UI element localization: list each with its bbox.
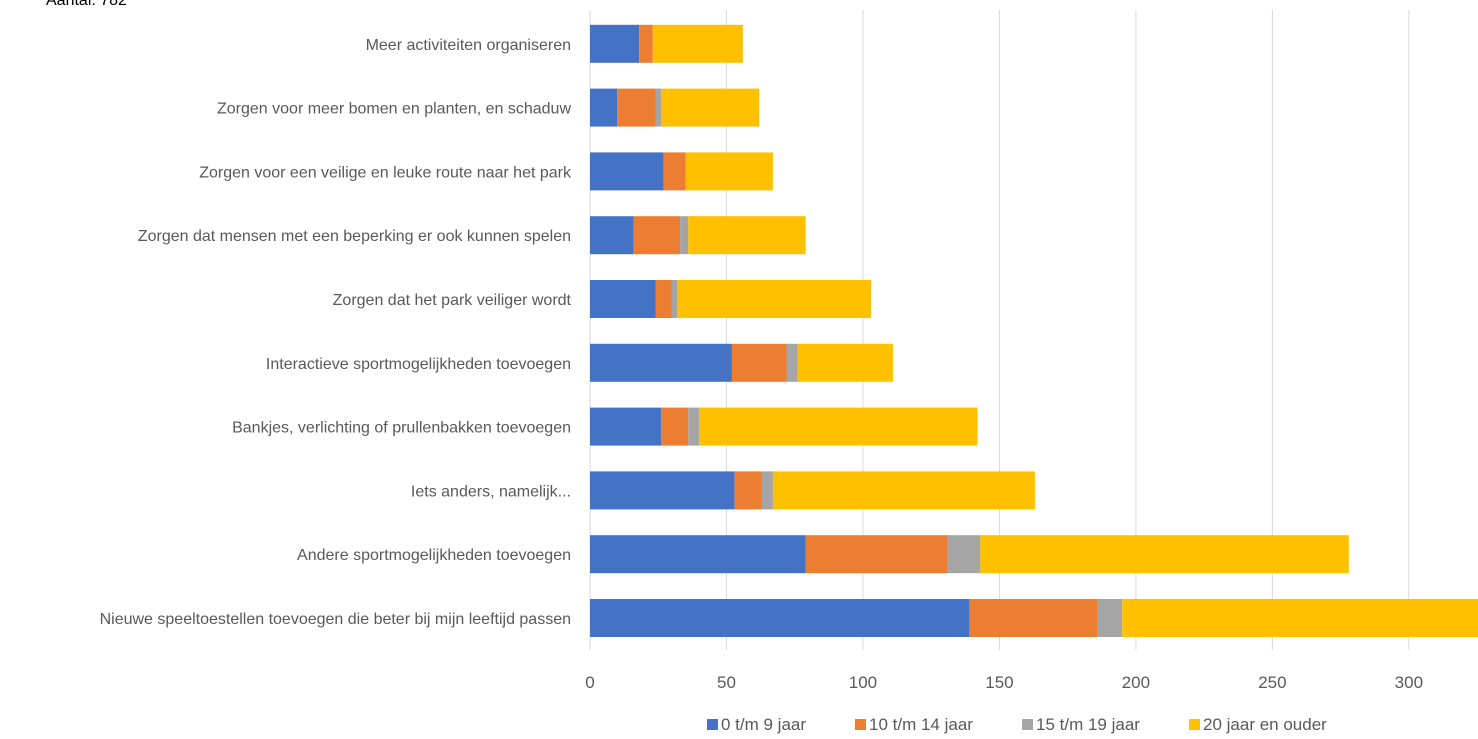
bar-segment xyxy=(805,535,948,574)
bar-segment xyxy=(969,599,1098,637)
bar-segment xyxy=(797,343,893,382)
bar-segment xyxy=(590,280,656,318)
bar-segment xyxy=(1097,599,1123,637)
bar-segment xyxy=(947,535,981,574)
x-tick-label: 250 xyxy=(1258,673,1286,692)
category-label: Zorgen dat het park veiliger wordt xyxy=(333,292,572,309)
legend-label: 10 t/m 14 jaar xyxy=(869,715,973,734)
x-tick-label: 300 xyxy=(1395,673,1423,692)
bar-segment xyxy=(590,216,634,255)
bar-segment xyxy=(786,343,798,382)
bar-segment xyxy=(1122,599,1478,637)
bar-segment xyxy=(590,599,970,637)
bar-segment xyxy=(590,24,640,63)
x-tick-label: 0 xyxy=(585,673,594,692)
bar-segment xyxy=(980,535,1349,574)
category-label: Interactieve sportmogelijkheden toevoege… xyxy=(266,356,571,373)
bar-segment xyxy=(590,471,735,510)
bar-segment xyxy=(655,280,672,318)
bar-segment xyxy=(590,152,664,191)
bar-segment xyxy=(685,152,773,191)
bar-segment xyxy=(660,407,689,446)
category-label: Zorgen voor een veilige en leuke route n… xyxy=(199,164,572,181)
bar-segment xyxy=(680,216,689,255)
bar-segment xyxy=(633,216,681,255)
bar-segment xyxy=(660,88,760,127)
x-tick-label: 100 xyxy=(849,673,877,692)
bar-segment xyxy=(590,343,732,382)
legend-label: 15 t/m 19 jaar xyxy=(1036,715,1140,734)
legend-label: 20 jaar en ouder xyxy=(1203,715,1327,734)
bar-segment xyxy=(761,471,773,510)
bar-segment xyxy=(734,471,762,510)
category-label: Bankjes, verlichting of prullenbakken to… xyxy=(232,420,571,437)
legend-swatch xyxy=(1189,719,1200,730)
legend-swatch xyxy=(855,719,866,730)
bar-segment xyxy=(639,24,653,63)
bar-segment xyxy=(731,343,787,382)
bar-segment xyxy=(590,88,618,127)
bar-segment xyxy=(617,88,656,127)
x-tick-label: 50 xyxy=(717,673,736,692)
category-labels: Nieuwe speeltoestellen toevoegen die bet… xyxy=(100,37,572,628)
legend-swatch xyxy=(707,719,718,730)
bar-segment xyxy=(590,535,806,574)
category-label: Zorgen voor meer bomen en planten, en sc… xyxy=(217,101,571,118)
legend-swatch xyxy=(1022,719,1033,730)
sample-size-note: Aantal: 782 xyxy=(46,0,127,9)
bar-segment xyxy=(655,88,661,127)
bar-segment xyxy=(590,407,661,446)
bar-segment xyxy=(688,216,806,255)
legend: 0 t/m 9 jaar 10 t/m 14 jaar 15 t/m 19 jaar… xyxy=(707,715,1327,734)
bar-segment xyxy=(677,280,872,318)
category-label: Iets anders, namelijk... xyxy=(411,483,571,500)
bar-segment xyxy=(688,407,700,446)
legend-label: 0 t/m 9 jaar xyxy=(721,715,806,734)
category-label: Andere sportmogelijkheden toevoegen xyxy=(297,547,571,564)
bar-segment xyxy=(652,24,743,63)
category-label: Meer activiteiten organiseren xyxy=(366,37,571,54)
bar-segment xyxy=(663,152,686,191)
category-label: Nieuwe speeltoestellen toevoegen die bet… xyxy=(100,611,571,628)
bar-segment xyxy=(772,471,1035,510)
x-tick-label: 200 xyxy=(1122,673,1150,692)
x-tick-label: 150 xyxy=(985,673,1013,692)
bar-segment xyxy=(671,280,678,318)
category-label: Zorgen dat mensen met een beperking er o… xyxy=(138,228,571,245)
bars xyxy=(590,24,1478,637)
bar-segment xyxy=(699,407,978,446)
x-tick-labels: 0 50 100 150 200 250 300 xyxy=(585,673,1423,692)
